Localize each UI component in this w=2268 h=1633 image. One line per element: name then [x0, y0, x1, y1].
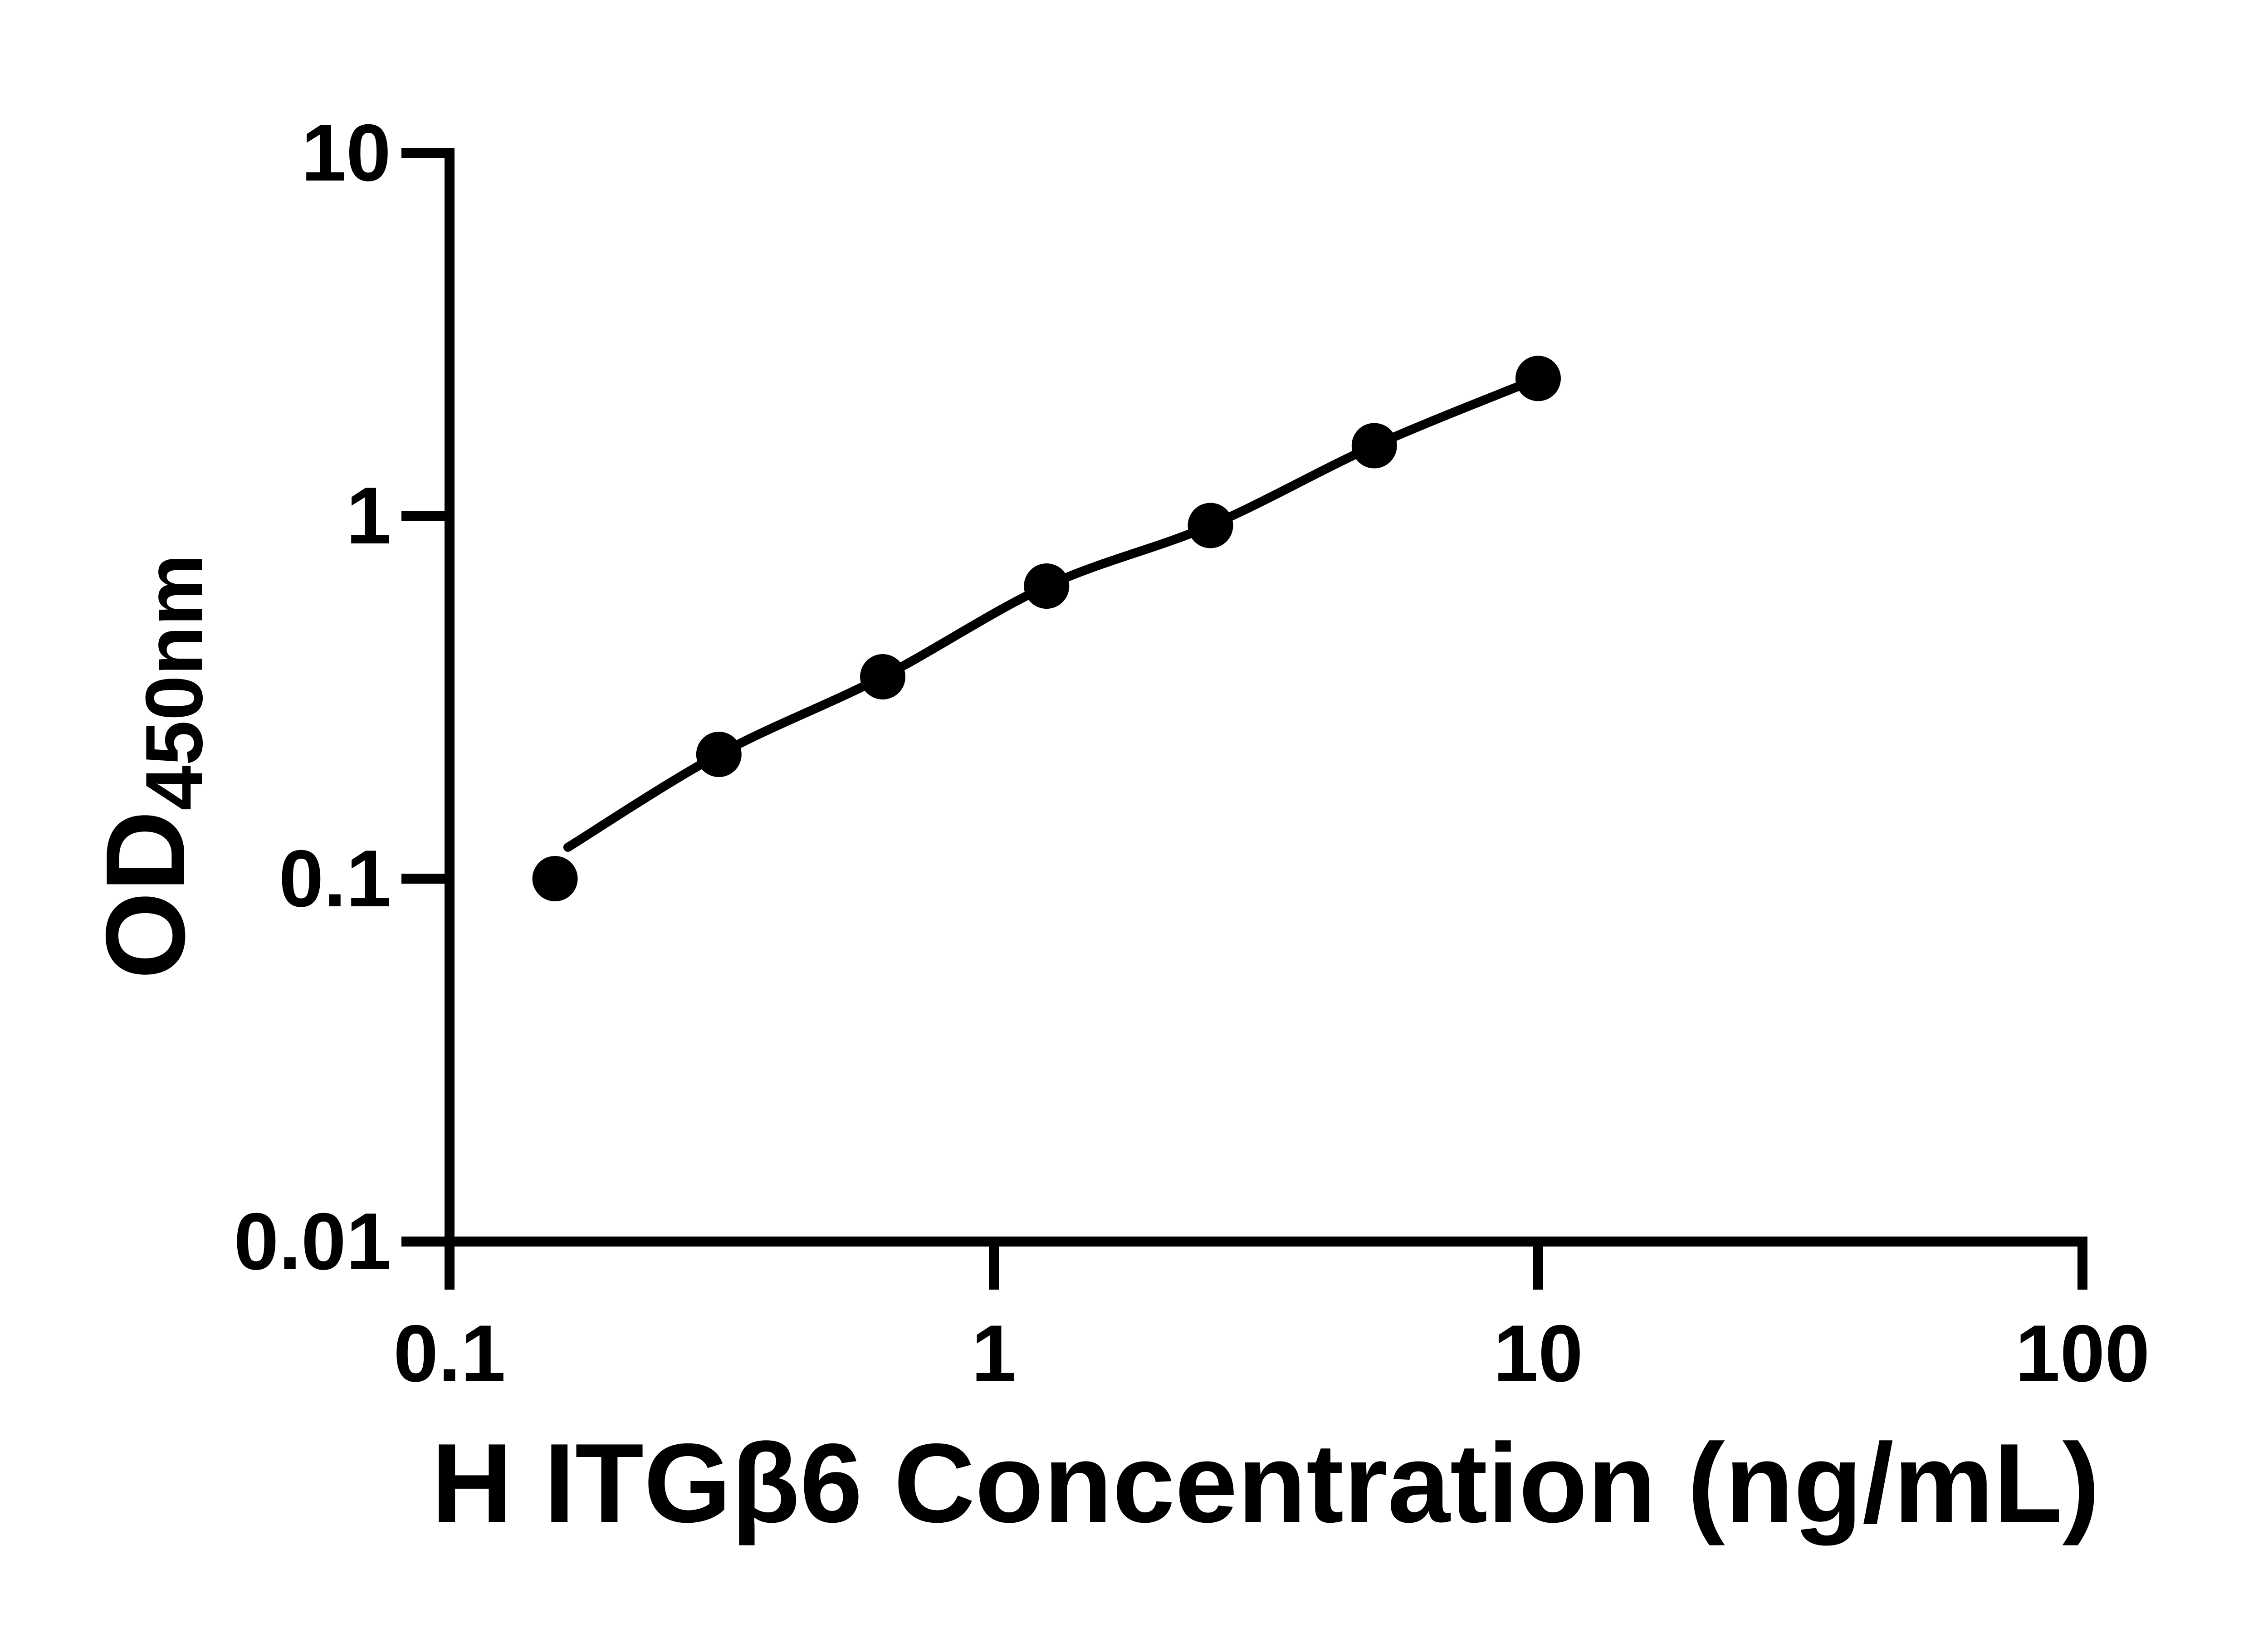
y-tick-label: 0.01	[234, 1196, 391, 1286]
x-tick-label: 0.1	[393, 1308, 506, 1398]
x-tick-label: 10	[1493, 1308, 1583, 1398]
y-axis-title: OD450nm	[82, 554, 219, 979]
data-point	[696, 732, 742, 777]
y-tick	[401, 148, 445, 158]
x-tick-label: 100	[2015, 1308, 2150, 1398]
data-point	[1351, 423, 1397, 469]
data-point	[1024, 563, 1070, 609]
x-tick	[2077, 1247, 2087, 1290]
y-tick	[401, 874, 445, 884]
y-tick	[401, 511, 445, 521]
y-axis-line	[445, 148, 455, 1290]
y-tick-label: 10	[301, 108, 391, 198]
x-axis-line	[445, 1237, 2087, 1247]
y-axis-title-main: OD	[82, 810, 208, 979]
y-tick-label: 0.1	[279, 833, 391, 924]
data-point	[860, 654, 906, 699]
data-point	[1515, 356, 1561, 401]
x-axis-title: H ITGβ6 Concentration (ng/mL)	[431, 1420, 2100, 1546]
y-tick-label: 1	[346, 470, 391, 561]
y-axis-title-subscript: 450nm	[128, 554, 220, 811]
x-tick	[989, 1247, 999, 1290]
y-tick	[401, 1237, 445, 1247]
data-point	[532, 856, 578, 901]
x-tick	[1533, 1247, 1543, 1290]
data-point	[1188, 503, 1233, 548]
x-tick-label: 1	[971, 1308, 1017, 1398]
x-tick	[445, 1247, 455, 1290]
